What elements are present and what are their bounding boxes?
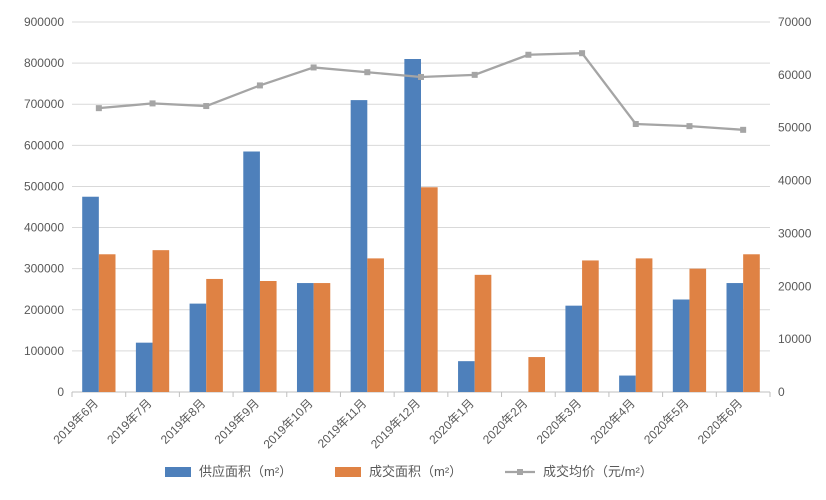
chart-svg: 0100000200000300000400000500000600000700… [0, 0, 826, 500]
price-marker [311, 64, 317, 70]
y-left-tick: 200000 [24, 303, 64, 317]
svg-text:供应面积（m²）: 供应面积（m²） [199, 464, 292, 479]
x-category-label: 2019年12月 [368, 396, 423, 451]
y-left-tick: 0 [57, 385, 64, 399]
supply-bar [243, 152, 260, 393]
legend-supply: 供应面积（m²） [165, 464, 292, 479]
price-marker [579, 50, 585, 56]
x-category-label: 2020年2月 [480, 396, 530, 446]
deal-bar [689, 269, 706, 392]
supply-bar [351, 100, 368, 392]
real-estate-chart: 0100000200000300000400000500000600000700… [0, 0, 826, 500]
y-right-tick: 40000 [778, 174, 812, 188]
price-marker [633, 121, 639, 127]
y-right-tick: 10000 [778, 332, 812, 346]
deal-bar [528, 357, 545, 392]
deal-bar [636, 258, 653, 392]
deal-bar [260, 281, 277, 392]
deal-bar [743, 254, 760, 392]
y-left-tick: 500000 [24, 179, 64, 193]
legend-deal: 成交面积（m²） [335, 464, 462, 479]
y-right-tick: 50000 [778, 121, 812, 135]
deal-bar [99, 254, 116, 392]
price-marker [418, 74, 424, 80]
y-left-tick: 100000 [24, 344, 64, 358]
price-marker [472, 72, 478, 78]
supply-bar [136, 343, 153, 392]
supply-bar [82, 197, 99, 392]
svg-text:成交面积（m²）: 成交面积（m²） [369, 464, 462, 479]
y-right-tick: 30000 [778, 226, 812, 240]
x-category-label: 2020年6月 [695, 396, 745, 446]
y-left-tick: 700000 [24, 97, 64, 111]
x-category-label: 2019年9月 [212, 396, 262, 446]
y-left-tick: 900000 [24, 15, 64, 29]
supply-bar [673, 300, 690, 393]
price-marker [686, 123, 692, 129]
supply-bar [458, 361, 475, 392]
deal-bar [367, 258, 384, 392]
deal-bar [475, 275, 492, 392]
legend-price: 成交均价（元/m²） [505, 464, 653, 479]
supply-bar [404, 59, 421, 392]
y-right-tick: 60000 [778, 68, 812, 82]
x-category-label: 2020年5月 [641, 396, 691, 446]
price-marker [364, 69, 370, 75]
deal-bar [314, 283, 331, 392]
price-marker [740, 127, 746, 133]
deal-bar [582, 260, 599, 392]
price-marker [150, 100, 156, 106]
svg-text:成交均价（元/m²）: 成交均价（元/m²） [543, 464, 653, 479]
y-right-tick: 0 [778, 385, 785, 399]
y-right-tick: 20000 [778, 279, 812, 293]
x-category-label: 2019年10月 [261, 396, 316, 451]
x-category-label: 2019年8月 [158, 396, 208, 446]
x-category-label: 2020年4月 [587, 396, 637, 446]
y-left-tick: 300000 [24, 262, 64, 276]
y-left-tick: 400000 [24, 221, 64, 235]
deal-bar [206, 279, 223, 392]
x-category-label: 2019年11月 [315, 396, 370, 451]
supply-bar [565, 306, 582, 392]
x-category-label: 2019年6月 [50, 396, 100, 446]
x-category-label: 2020年3月 [534, 396, 584, 446]
supply-bar [619, 376, 636, 392]
supply-bar [190, 304, 207, 392]
supply-bar [727, 283, 744, 392]
price-marker [257, 82, 263, 88]
y-right-tick: 70000 [778, 15, 812, 29]
price-marker [96, 105, 102, 111]
deal-bar [421, 187, 438, 392]
x-category-label: 2020年1月 [426, 396, 476, 446]
supply-bar [297, 283, 314, 392]
price-marker [525, 52, 531, 58]
price-marker [203, 103, 209, 109]
y-left-tick: 600000 [24, 138, 64, 152]
y-left-tick: 800000 [24, 56, 64, 70]
price-line [99, 53, 743, 130]
x-category-label: 2019年7月 [104, 396, 154, 446]
deal-bar [153, 250, 170, 392]
